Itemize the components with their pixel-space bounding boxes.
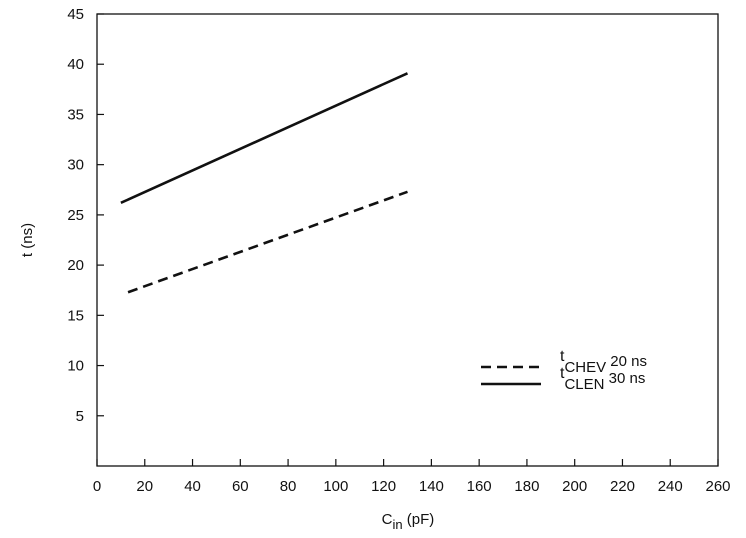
y-tick-label: 20 xyxy=(67,257,84,274)
x-axis-title-sub: in xyxy=(393,517,403,532)
y-tick-label: 45 xyxy=(67,6,84,23)
legend-label-sub: CLEN xyxy=(564,376,604,393)
legend-label-value: 30 ns xyxy=(604,370,645,387)
series-line-clen xyxy=(120,72,409,205)
x-tick-label: 40 xyxy=(184,478,201,495)
x-tick-label: 160 xyxy=(467,478,492,495)
plot-frame xyxy=(96,13,719,467)
y-tick-label: 10 xyxy=(67,358,84,375)
y-tick-label: 35 xyxy=(67,106,84,123)
x-tick-label: 140 xyxy=(419,478,444,495)
legend-label-sub: CHEV xyxy=(564,359,606,376)
y-axis-title: t (ns) xyxy=(19,223,36,257)
y-tick-label: 5 xyxy=(76,408,84,425)
x-tick-label: 260 xyxy=(705,478,730,495)
legend-label-t: t xyxy=(560,348,565,365)
x-tick-label: 80 xyxy=(280,478,297,495)
x-axis-title-main: C xyxy=(382,511,393,528)
legend-label-value: 20 ns xyxy=(606,353,647,370)
x-tick-label: 180 xyxy=(514,478,539,495)
x-tick-label: 100 xyxy=(323,478,348,495)
legend-label-t: t xyxy=(560,365,565,382)
x-tick-label: 20 xyxy=(136,478,153,495)
legend-label: tCLEN 30 ns xyxy=(560,365,645,393)
legend-label: tCHEV 20 ns xyxy=(560,348,647,376)
y-tick-label: 30 xyxy=(67,157,84,174)
x-tick-label: 0 xyxy=(93,478,101,495)
x-axis-ticks: 0 20 40 60 80 100 120 140 160 180 200 220 240 260 xyxy=(93,459,731,495)
x-tick-label: 240 xyxy=(658,478,683,495)
y-tick-label: 25 xyxy=(67,207,84,224)
x-tick-label: 200 xyxy=(562,478,587,495)
x-axis-title-rest: (pF) xyxy=(403,511,435,528)
y-axis-ticks: 5 10 15 20 25 30 35 40 45 xyxy=(67,6,104,425)
series-line-chev xyxy=(127,190,408,294)
x-axis-title: Cin (pF) xyxy=(382,511,435,532)
x-tick-label: 220 xyxy=(610,478,635,495)
y-tick-label: 15 xyxy=(67,307,84,324)
x-tick-label: 60 xyxy=(232,478,249,495)
series-layer xyxy=(120,72,409,294)
y-tick-label: 40 xyxy=(67,56,84,73)
x-tick-label: 120 xyxy=(371,478,396,495)
